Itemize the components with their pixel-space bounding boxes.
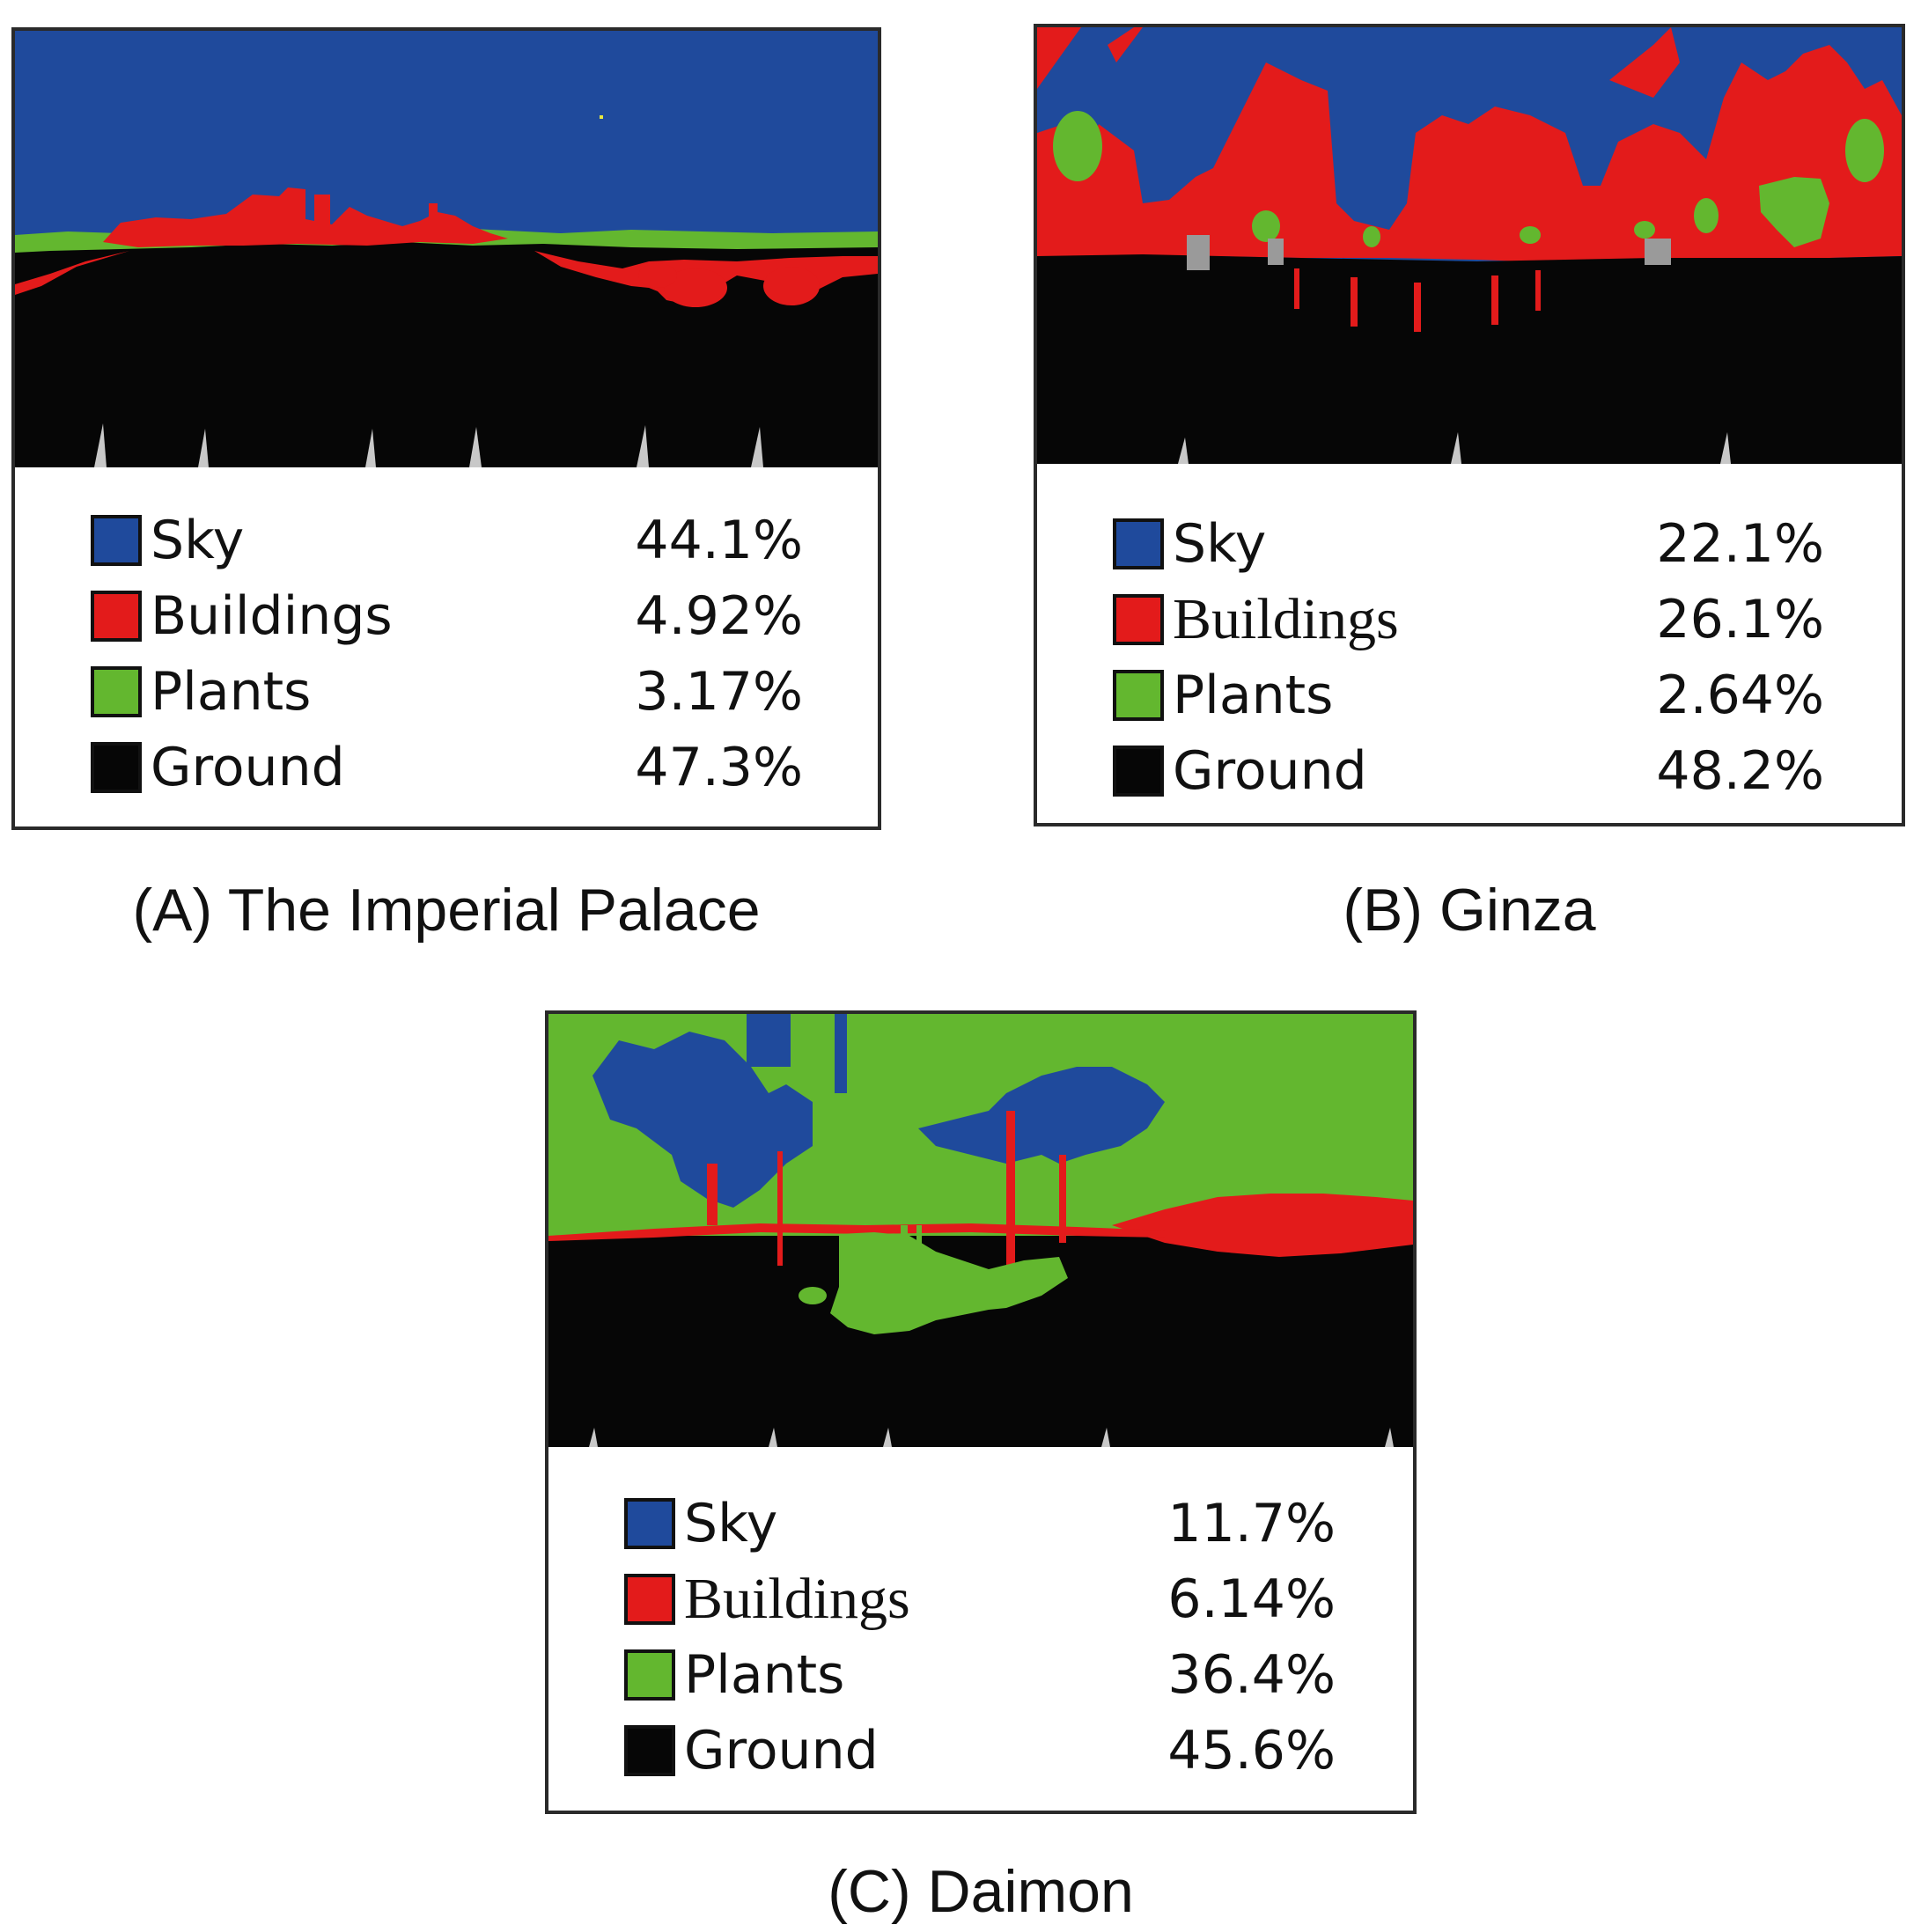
- legend-a: Sky 44.1% Buildings 4.92% Plants 3.17% G…: [15, 467, 878, 826]
- buildings-region: [1037, 45, 1902, 263]
- buildings-region: [103, 187, 508, 247]
- legend-row: Sky: [1113, 513, 1266, 575]
- sky-swatch: [624, 1498, 675, 1549]
- legend-label: Plants: [151, 661, 312, 723]
- legend-row: Buildings: [91, 585, 393, 647]
- legend-label: Plants: [1173, 665, 1334, 726]
- panel-c: Sky 11.7% Buildings 6.14% Plants 36.4% G…: [545, 1010, 1417, 1814]
- legend-value: 11.7%: [1167, 1493, 1336, 1554]
- legend-row: Plants: [1113, 665, 1333, 726]
- caption-b: (B) Ginza: [1343, 877, 1596, 944]
- legend-label: Sky: [151, 510, 245, 571]
- legend-value: 36.4%: [1167, 1644, 1336, 1706]
- caption-a: (A) The Imperial Palace: [132, 877, 761, 944]
- ground-swatch: [624, 1725, 675, 1776]
- legend-label: Plants: [684, 1644, 845, 1706]
- segmentation-image-b: [1037, 27, 1902, 464]
- legend-row: Sky: [624, 1493, 777, 1554]
- segmentation-image-c: [548, 1014, 1413, 1447]
- segmentation-image-a: [15, 31, 878, 467]
- legend-value: 44.1%: [635, 510, 803, 571]
- legend-value: 26.1%: [1656, 589, 1824, 650]
- plants-swatch: [91, 666, 142, 717]
- legend-label: Sky: [684, 1493, 778, 1554]
- panel-a: Sky 44.1% Buildings 4.92% Plants 3.17% G…: [11, 27, 881, 830]
- legend-value: 2.64%: [1656, 665, 1824, 726]
- sky-region: [592, 1032, 813, 1208]
- legend-row: Ground: [91, 737, 345, 798]
- sky-swatch: [91, 515, 142, 566]
- legend-value: 22.1%: [1656, 513, 1824, 575]
- buildings-swatch: [1113, 594, 1164, 645]
- legend-row: Buildings: [624, 1568, 910, 1630]
- legend-row: Plants: [91, 661, 311, 723]
- legend-row: Ground: [1113, 740, 1367, 802]
- legend-row: Plants: [624, 1644, 844, 1706]
- legend-value: 3.17%: [635, 661, 803, 723]
- sky-swatch: [1113, 518, 1164, 569]
- legend-value: 6.14%: [1167, 1568, 1336, 1630]
- caption-c: (C) Daimon: [828, 1858, 1134, 1925]
- legend-label: Buildings: [1173, 587, 1399, 651]
- legend-c: Sky 11.7% Buildings 6.14% Plants 36.4% G…: [548, 1447, 1413, 1811]
- buildings-swatch: [91, 591, 142, 642]
- legend-value: 48.2%: [1656, 740, 1824, 802]
- panel-b: Sky 22.1% Buildings 26.1% Plants 2.64% G…: [1034, 24, 1905, 826]
- plants-swatch: [624, 1649, 675, 1701]
- legend-label: Ground: [684, 1720, 879, 1781]
- plants-swatch: [1113, 670, 1164, 721]
- legend-label: Buildings: [684, 1567, 910, 1631]
- legend-b: Sky 22.1% Buildings 26.1% Plants 2.64% G…: [1037, 464, 1902, 823]
- legend-value: 47.3%: [635, 737, 803, 798]
- ground-swatch: [91, 742, 142, 793]
- legend-value: 4.92%: [635, 585, 803, 647]
- buildings-region: [1112, 1194, 1413, 1257]
- legend-row: Sky: [91, 510, 244, 571]
- legend-row: Ground: [624, 1720, 879, 1781]
- buildings-swatch: [624, 1574, 675, 1625]
- legend-label: Sky: [1173, 513, 1267, 575]
- ground-swatch: [1113, 746, 1164, 797]
- sky-region: [15, 31, 878, 235]
- legend-value: 45.6%: [1167, 1720, 1336, 1781]
- legend-label: Buildings: [151, 585, 393, 647]
- legend-label: Ground: [151, 737, 345, 798]
- legend-label: Ground: [1173, 740, 1367, 802]
- legend-row: Buildings: [1113, 589, 1399, 650]
